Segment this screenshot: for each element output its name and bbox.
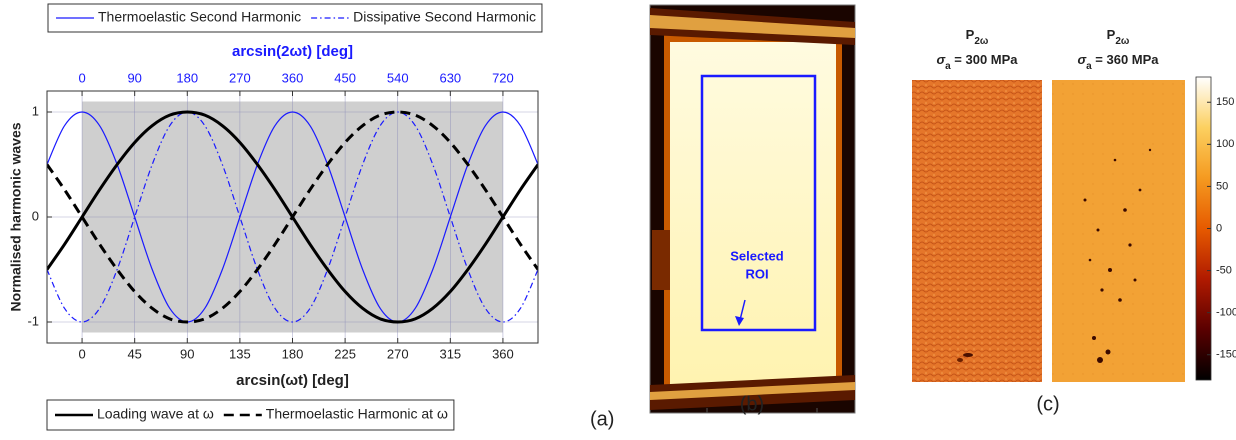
- figure: Selected ROI P2ω σa = 300 MPa P2ω σa = 3…: [0, 0, 1236, 440]
- colorbar-tick-label: -150: [1216, 349, 1236, 361]
- legend-label: Thermoelastic Second Harmonic: [98, 9, 301, 25]
- roi-label: Selected: [730, 248, 784, 263]
- map-title: P2ω: [966, 27, 989, 46]
- colorbar-tick-label: -100: [1216, 307, 1236, 319]
- x-axis-label: arcsin(ωt) [deg]: [236, 372, 349, 389]
- map-title: P2ω: [1107, 27, 1130, 46]
- x2-tick-label: 180: [176, 70, 198, 85]
- colorbar-tick-label: 100: [1216, 138, 1234, 150]
- roi-label: ROI: [745, 266, 768, 281]
- colorbar-tick-label: 0: [1216, 222, 1222, 234]
- subscript: 2ω: [1115, 36, 1130, 47]
- x-tick-label: 180: [282, 346, 304, 361]
- map-stress: σa = 300 MPa: [936, 52, 1018, 71]
- x-tick-label: 315: [439, 346, 461, 361]
- x2-tick-label: 360: [282, 70, 304, 85]
- y-tick-label: 0: [32, 208, 39, 223]
- x2-tick-label: 540: [387, 70, 409, 85]
- map-300: [912, 80, 1042, 382]
- colorbar-tick-label: 50: [1216, 180, 1228, 192]
- page: {"chart_data": [ {"type": "line", "x": […: [0, 0, 1236, 440]
- legend-label: Thermoelastic Harmonic at ω: [266, 406, 448, 422]
- x-tick-label: 360: [492, 346, 514, 361]
- y-tick-label: 1: [32, 103, 39, 118]
- x2-tick-label: 630: [439, 70, 461, 85]
- x-tick-label: 0: [78, 346, 85, 361]
- colorbar-tick-label: -50: [1216, 264, 1232, 276]
- x2-tick-label: 720: [492, 70, 514, 85]
- legend-label: Loading wave at ω: [97, 406, 214, 422]
- map-titles: P2ω σa = 300 MPa P2ω σa = 360 MPa: [936, 27, 1159, 71]
- map-stress: σa = 360 MPa: [1077, 52, 1159, 71]
- x-tick-label: 225: [334, 346, 356, 361]
- thermal-image: [650, 5, 855, 413]
- x2-tick-label: 90: [127, 70, 141, 85]
- x2-tick-label: 450: [334, 70, 356, 85]
- legend-label: Dissipative Second Harmonic: [353, 9, 536, 25]
- x2-axis-label: arcsin(2ωt) [deg]: [232, 43, 353, 60]
- x-tick-label: 45: [127, 346, 141, 361]
- x-tick-label: 270: [387, 346, 409, 361]
- x-tick-label: 90: [180, 346, 194, 361]
- y-axis-label: Normalised harmonic waves: [8, 122, 24, 311]
- map-360: [1052, 80, 1185, 382]
- x2-tick-label: 270: [229, 70, 251, 85]
- x-tick-label: 135: [229, 346, 251, 361]
- stress-text: = 360 MPa: [1092, 52, 1160, 67]
- panel-label: (b): [740, 393, 764, 415]
- panel-label: (a): [590, 408, 614, 430]
- stress-text: = 300 MPa: [951, 52, 1019, 67]
- colorbar-tick-label: 150: [1216, 96, 1234, 108]
- subscript: 2ω: [974, 36, 989, 47]
- symbol: P: [1107, 27, 1116, 42]
- y-tick-label: -1: [27, 313, 39, 328]
- panel-label: (c): [1036, 393, 1059, 415]
- x2-tick-label: 0: [78, 70, 85, 85]
- symbol: P: [966, 27, 975, 42]
